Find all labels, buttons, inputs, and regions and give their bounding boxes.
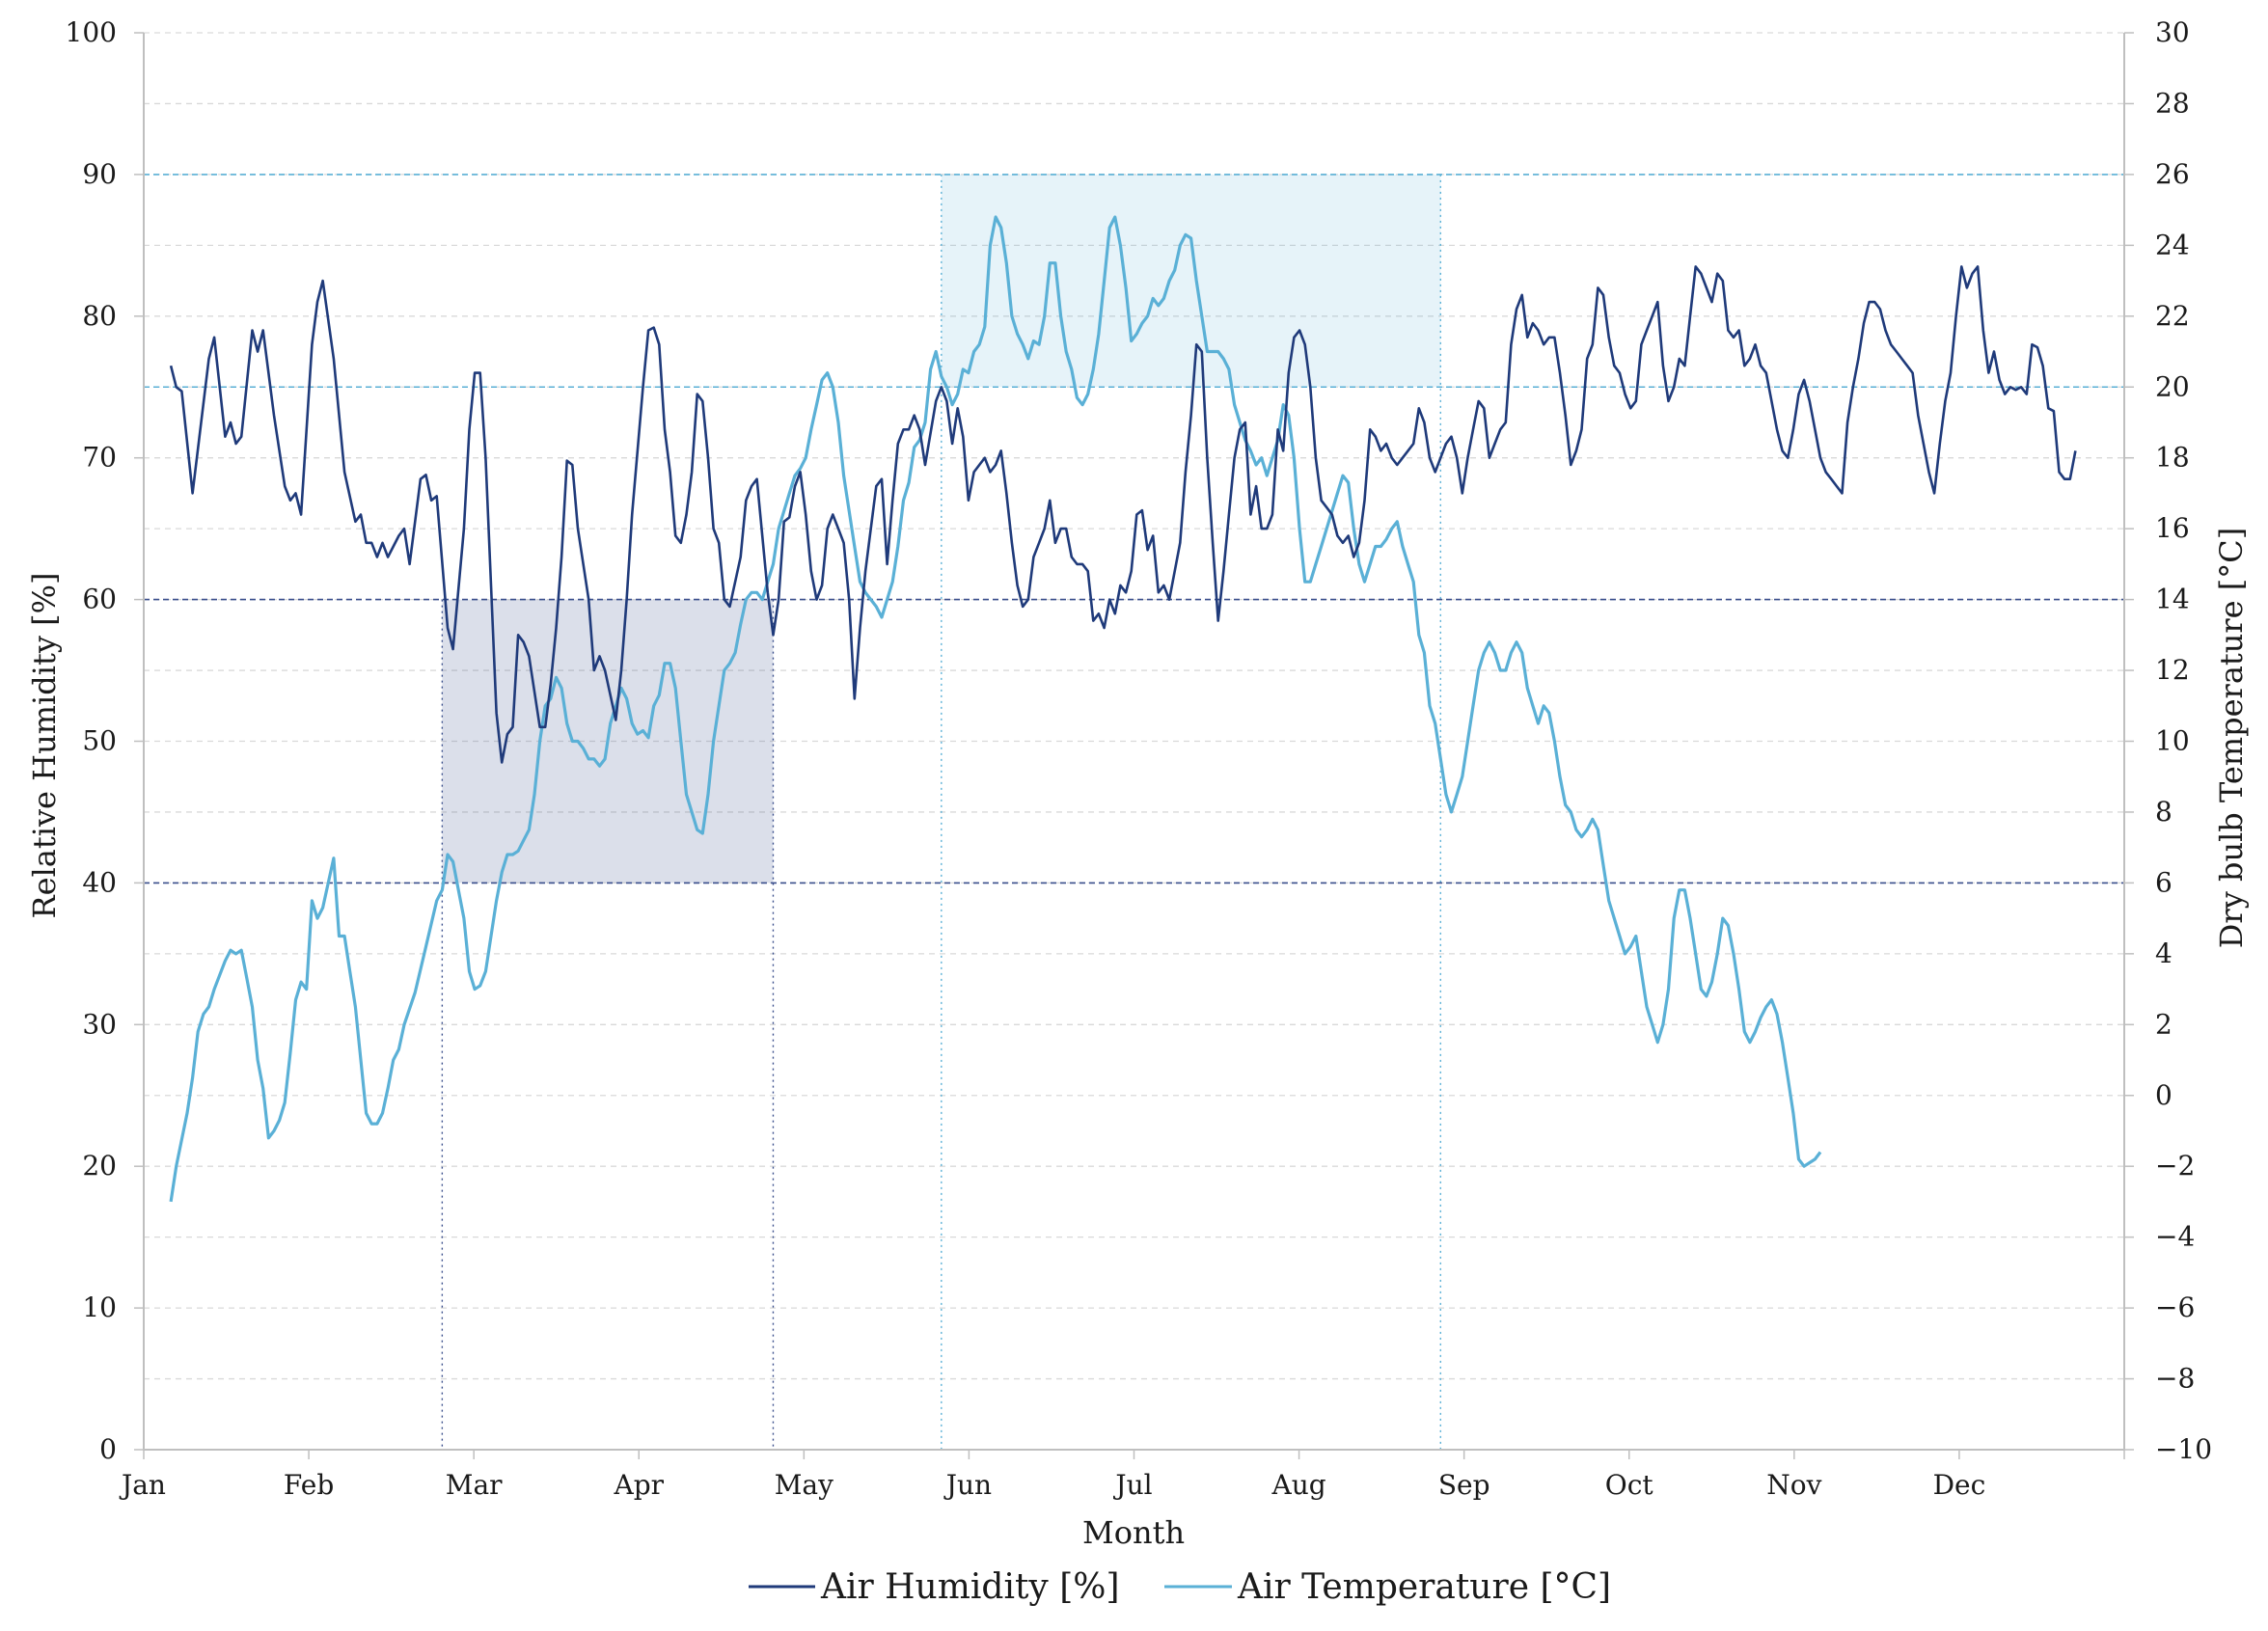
x-tick-label: Oct [1605, 1469, 1654, 1501]
y-left-tick-label: 20 [82, 1150, 117, 1182]
x-tick-label: Sep [1438, 1469, 1490, 1501]
y-right-tick-label: 0 [2155, 1079, 2172, 1111]
axes [134, 32, 2134, 1459]
y-left-tick-label: 90 [82, 158, 117, 190]
series-lines [169, 215, 2077, 1203]
y-right-tick-label: 14 [2155, 584, 2190, 615]
y-left-tick-label: 50 [82, 725, 117, 757]
humidity-series-line [169, 265, 2077, 764]
temperature-band [941, 174, 1441, 388]
y-left-tick-label: 80 [82, 300, 117, 332]
y-right-tick-label: −4 [2155, 1221, 2195, 1253]
temperature-series-line [169, 215, 1822, 1203]
y-axis-left-title: Relative Humidity [%] [26, 573, 63, 919]
y-right-tick-label: −6 [2155, 1291, 2195, 1323]
x-tick-label: Nov [1766, 1469, 1821, 1501]
x-tick-label: Feb [284, 1469, 334, 1501]
y-right-tick-label: 6 [2155, 866, 2172, 898]
y-right-tick-label: 20 [2155, 370, 2190, 402]
y-right-tick-label: 16 [2155, 512, 2190, 544]
y-left-tick-label: 100 [66, 16, 117, 48]
y-left-tick-label: 0 [99, 1433, 117, 1465]
x-tick-label: Apr [613, 1469, 664, 1501]
y-right-tick-label: 4 [2155, 938, 2172, 969]
legend-label-temperature: Air Temperature [°C] [1237, 1567, 1611, 1607]
y-right-tick-label: 12 [2155, 654, 2190, 686]
x-tick-label: Dec [1933, 1469, 1986, 1501]
y-right-tick-label: 22 [2155, 300, 2190, 332]
x-tick-label: May [775, 1469, 833, 1501]
y-right-tick-label: 24 [2155, 229, 2190, 260]
x-tick-label: Jul [1112, 1469, 1152, 1501]
y-left-tick-label: 70 [82, 442, 117, 474]
y-right-tick-label: −2 [2155, 1150, 2195, 1182]
y-right-tick-label: −10 [2155, 1433, 2212, 1465]
y-left-tick-label: 60 [82, 584, 117, 615]
y-right-tick-label: 26 [2155, 158, 2190, 190]
y-axis-right-title: Dry bulb Temperature [°C] [2213, 528, 2250, 948]
y-left-tick-label: 30 [82, 1008, 117, 1040]
y-left-tick-label: 10 [82, 1291, 117, 1323]
y-right-tick-label: 10 [2155, 725, 2190, 757]
y-right-tick-label: 8 [2155, 796, 2172, 828]
x-tick-label: Mar [446, 1469, 503, 1501]
x-tick-label: Jun [943, 1469, 992, 1501]
x-tick-label: Aug [1271, 1469, 1325, 1501]
legend-label-humidity: Air Humidity [%] [820, 1567, 1120, 1607]
tick-labels: −10−8−6−4−202468101214161820222426283001… [66, 16, 2213, 1501]
legend: Air Humidity [%] Air Temperature [°C] [749, 1567, 1611, 1607]
y-right-tick-label: 30 [2155, 16, 2190, 48]
x-axis-title: Month [1082, 1514, 1185, 1551]
x-tick-label: Jan [119, 1469, 166, 1501]
y-right-tick-label: 28 [2155, 87, 2190, 119]
y-left-tick-label: 40 [82, 866, 117, 898]
y-right-tick-label: 18 [2155, 442, 2190, 474]
y-right-tick-label: 2 [2155, 1008, 2172, 1040]
y-right-tick-label: −8 [2155, 1363, 2195, 1395]
